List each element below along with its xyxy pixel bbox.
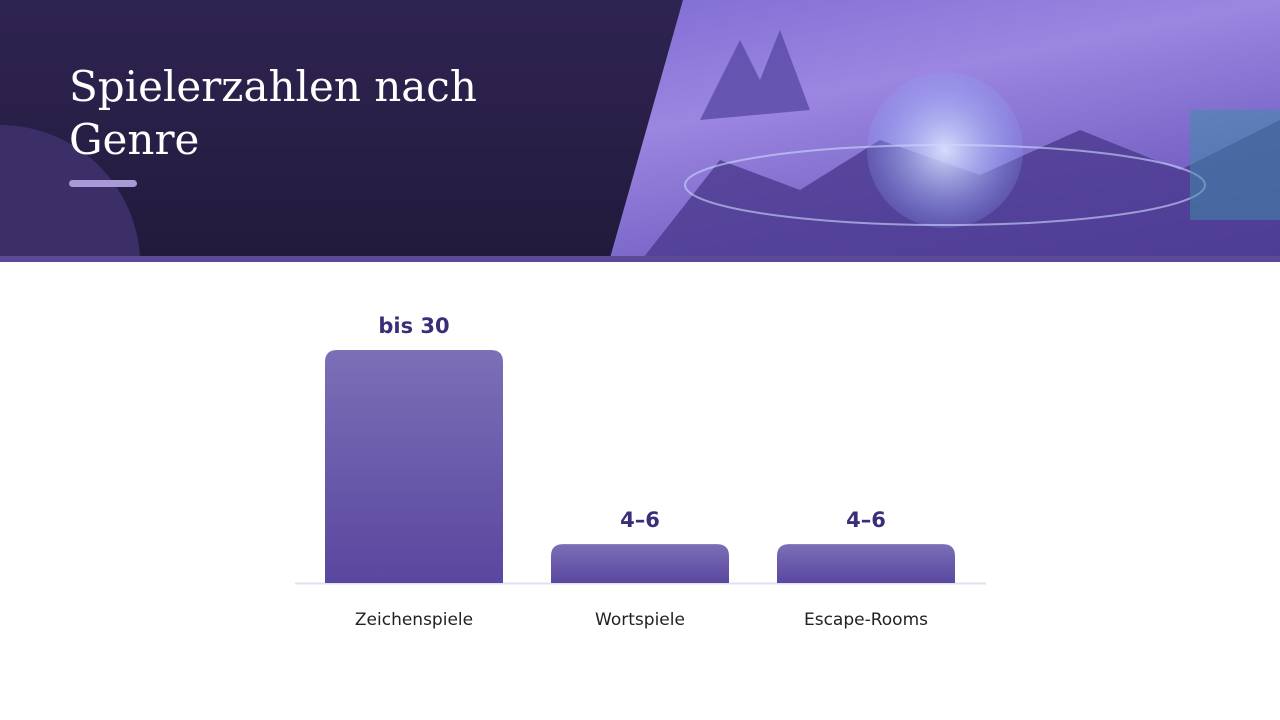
title: Spielerzahlen nach Genre (69, 62, 477, 164)
title-panel (0, 0, 683, 258)
value-label: bis 30 (378, 314, 449, 338)
x-tick-label: Escape-Rooms (804, 610, 928, 630)
x-tick-label: Wortspiele (595, 610, 685, 630)
header-strip (0, 256, 1280, 262)
bar (551, 544, 729, 583)
castle (700, 30, 810, 120)
decor-circle (0, 124, 140, 258)
accent-line (69, 180, 137, 187)
orb (867, 72, 1023, 228)
value-label: 4–6 (620, 508, 660, 532)
blocks (1190, 110, 1280, 220)
x-tick-label: Zeichenspiele (355, 610, 473, 630)
value-label: 4–6 (846, 508, 886, 532)
bar (325, 350, 503, 583)
header: Spielerzahlen nach Genre (0, 0, 1280, 262)
bar (777, 544, 955, 583)
